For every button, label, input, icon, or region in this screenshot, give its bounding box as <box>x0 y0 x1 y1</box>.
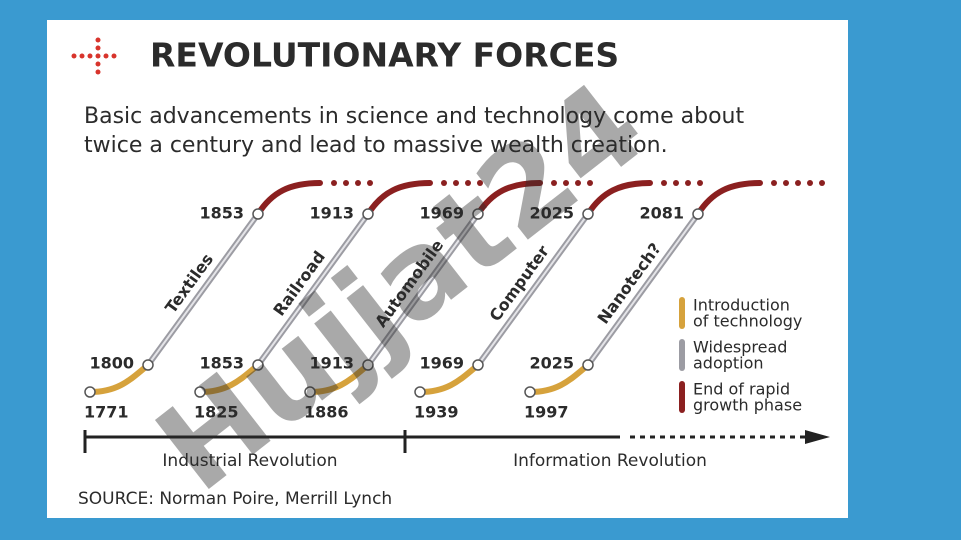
adoption-start-year: 2025 <box>529 354 574 373</box>
adoption-end-year: 2081 <box>639 204 684 223</box>
growth-dot <box>807 180 813 186</box>
growth-dot <box>343 180 349 186</box>
timeline <box>83 430 830 453</box>
timeline-arrow <box>805 430 830 444</box>
growth-dot <box>795 180 801 186</box>
legend-text: growth phase <box>693 396 802 415</box>
growth-end-curve <box>585 180 653 217</box>
milestone <box>472 208 484 220</box>
milestone <box>142 359 154 371</box>
start-year: 1825 <box>194 403 239 422</box>
growth-dot <box>673 180 679 186</box>
growth-dot <box>355 180 361 186</box>
subtitle-line: twice a century and lead to massive weal… <box>84 133 668 158</box>
introduction-curve <box>417 362 481 395</box>
legend-text: Widespread <box>693 338 787 357</box>
growth-dot <box>563 180 569 186</box>
growth-end-curve <box>255 180 323 217</box>
growth-dot <box>477 180 483 186</box>
start-year: 1771 <box>84 403 129 422</box>
adoption-line-core <box>587 213 699 366</box>
source: SOURCE: Norman Poire, Merrill Lynch <box>78 489 392 509</box>
adoption-line-core <box>257 213 369 366</box>
start-year: 1886 <box>304 403 349 422</box>
growth-dot <box>771 180 777 186</box>
start-year: 1939 <box>414 403 459 422</box>
milestone <box>252 359 264 371</box>
era-label: Industrial Revolution <box>162 451 337 471</box>
growth-dot <box>551 180 557 186</box>
growth-dot <box>697 180 703 186</box>
growth-end-curve <box>365 180 433 217</box>
adoption-start-year: 1969 <box>419 354 464 373</box>
milestone <box>692 208 704 220</box>
title-icon <box>71 37 117 75</box>
adoption-end-year: 2025 <box>529 204 574 223</box>
adoption-start-year: 1913 <box>309 354 354 373</box>
introduction-curve <box>307 362 371 395</box>
legend-text: of technology <box>693 312 802 331</box>
adoption-line-core <box>367 213 479 366</box>
title: REVOLUTIONARY FORCES <box>150 36 619 75</box>
growth-end-curve <box>695 180 763 217</box>
adoption-start-year: 1800 <box>89 354 134 373</box>
legend-text: Introduction <box>693 296 790 315</box>
milestone <box>304 386 316 398</box>
growth-end-curve <box>475 180 543 217</box>
legend-text: End of rapid <box>693 380 790 399</box>
milestone <box>582 208 594 220</box>
milestone <box>362 359 374 371</box>
milestone <box>472 359 484 371</box>
milestone <box>362 208 374 220</box>
start-year: 1997 <box>524 403 569 422</box>
adoption-end-year: 1969 <box>419 204 464 223</box>
growth-dot <box>441 180 447 186</box>
growth-dot <box>685 180 691 186</box>
growth-dot <box>661 180 667 186</box>
adoption-end-year: 1913 <box>309 204 354 223</box>
subtitle-line: Basic advancements in science and techno… <box>84 104 744 129</box>
growth-dot <box>587 180 593 186</box>
growth-dot <box>465 180 471 186</box>
era-label: Information Revolution <box>513 451 707 471</box>
growth-dot <box>367 180 373 186</box>
introduction-curve <box>527 362 591 395</box>
milestone <box>252 208 264 220</box>
milestone <box>582 359 594 371</box>
milestone <box>414 386 426 398</box>
growth-dot <box>453 180 459 186</box>
adoption-line-core <box>477 213 589 366</box>
introduction-curve <box>197 362 261 395</box>
milestone <box>84 386 96 398</box>
growth-dot <box>783 180 789 186</box>
panel <box>47 20 848 518</box>
milestone <box>524 386 536 398</box>
adoption-line-core <box>147 213 259 366</box>
growth-dot <box>331 180 337 186</box>
introduction-curve <box>87 362 151 395</box>
growth-dot <box>575 180 581 186</box>
legend-text: adoption <box>693 354 764 373</box>
milestone <box>194 386 206 398</box>
adoption-start-year: 1853 <box>199 354 244 373</box>
adoption-end-year: 1853 <box>199 204 244 223</box>
growth-dot <box>819 180 825 186</box>
